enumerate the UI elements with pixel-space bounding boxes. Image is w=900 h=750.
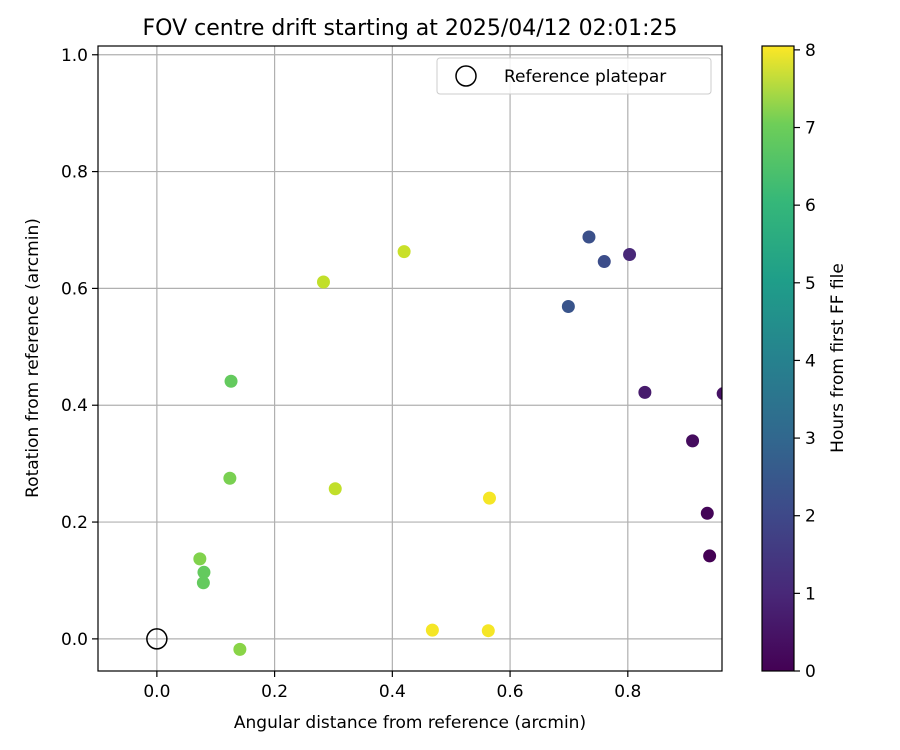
colorbar-tick-label: 7 xyxy=(805,119,816,139)
data-point xyxy=(623,248,637,262)
data-point xyxy=(561,300,575,314)
colorbar-tick-label: 3 xyxy=(805,429,816,449)
legend: Reference platepar xyxy=(436,57,712,95)
y-tick-label: 1.0 xyxy=(61,46,88,66)
x-axis-label: Angular distance from reference (arcmin) xyxy=(234,713,586,733)
colorbar-tick-label: 6 xyxy=(805,196,816,216)
chart-title: FOV centre drift starting at 2025/04/12 … xyxy=(143,16,678,41)
y-tick-label: 0.0 xyxy=(61,630,88,650)
data-point xyxy=(425,623,439,637)
reference-platepar-marker xyxy=(146,628,168,650)
data-point xyxy=(197,565,211,579)
colorbar-ticks: 0 1 2 3 4 5 6 7 8 xyxy=(794,41,816,682)
data-point xyxy=(597,255,611,269)
colorbar-tick-label: 5 xyxy=(805,274,816,294)
data-point xyxy=(481,624,495,638)
y-tick-label: 0.6 xyxy=(61,279,88,299)
x-tick-label: 0.8 xyxy=(614,682,641,702)
colorbar-label: Hours from first FF file xyxy=(828,263,848,453)
data-point xyxy=(233,642,247,656)
plot-frame xyxy=(97,45,723,672)
x-tick-label: 0.4 xyxy=(379,682,406,702)
data-point xyxy=(716,387,722,400)
grid xyxy=(98,46,722,671)
legend-marker-open-circle xyxy=(455,65,477,87)
data-point xyxy=(703,549,717,563)
colorbar-tick-label: 8 xyxy=(805,41,816,61)
data-points xyxy=(146,230,722,656)
colorbar-tick-label: 0 xyxy=(805,662,816,682)
data-point xyxy=(686,434,700,448)
legend-box xyxy=(436,57,712,95)
colorbar-gradient xyxy=(761,45,795,672)
data-point xyxy=(223,471,237,485)
y-axis-ticks: 0.0 0.2 0.4 0.6 0.8 1.0 xyxy=(61,46,98,650)
data-point xyxy=(196,576,210,590)
y-tick-label: 0.4 xyxy=(61,396,88,416)
data-point xyxy=(224,374,238,388)
data-point xyxy=(582,230,596,244)
legend-label: Reference platepar xyxy=(504,67,666,87)
data-point xyxy=(700,506,714,520)
colorbar: 0 1 2 3 4 5 6 7 8 Hours from first FF file xyxy=(761,41,848,682)
data-point xyxy=(193,552,207,566)
x-tick-label: 0.0 xyxy=(143,682,170,702)
data-point xyxy=(638,385,652,399)
data-point xyxy=(482,491,496,505)
data-point xyxy=(316,275,330,289)
x-tick-label: 0.6 xyxy=(497,682,524,702)
colorbar-tick-label: 4 xyxy=(805,351,816,371)
x-tick-label: 0.2 xyxy=(261,682,288,702)
colorbar-tick-label: 1 xyxy=(805,584,816,604)
data-point xyxy=(397,245,411,259)
data-point xyxy=(328,482,342,496)
y-tick-label: 0.8 xyxy=(61,163,88,183)
y-tick-label: 0.2 xyxy=(61,513,88,533)
colorbar-tick-label: 2 xyxy=(805,507,816,527)
y-axis-label: Rotation from reference (arcmin) xyxy=(23,218,43,498)
x-axis-ticks: 0.0 0.2 0.4 0.6 0.8 xyxy=(143,671,641,702)
